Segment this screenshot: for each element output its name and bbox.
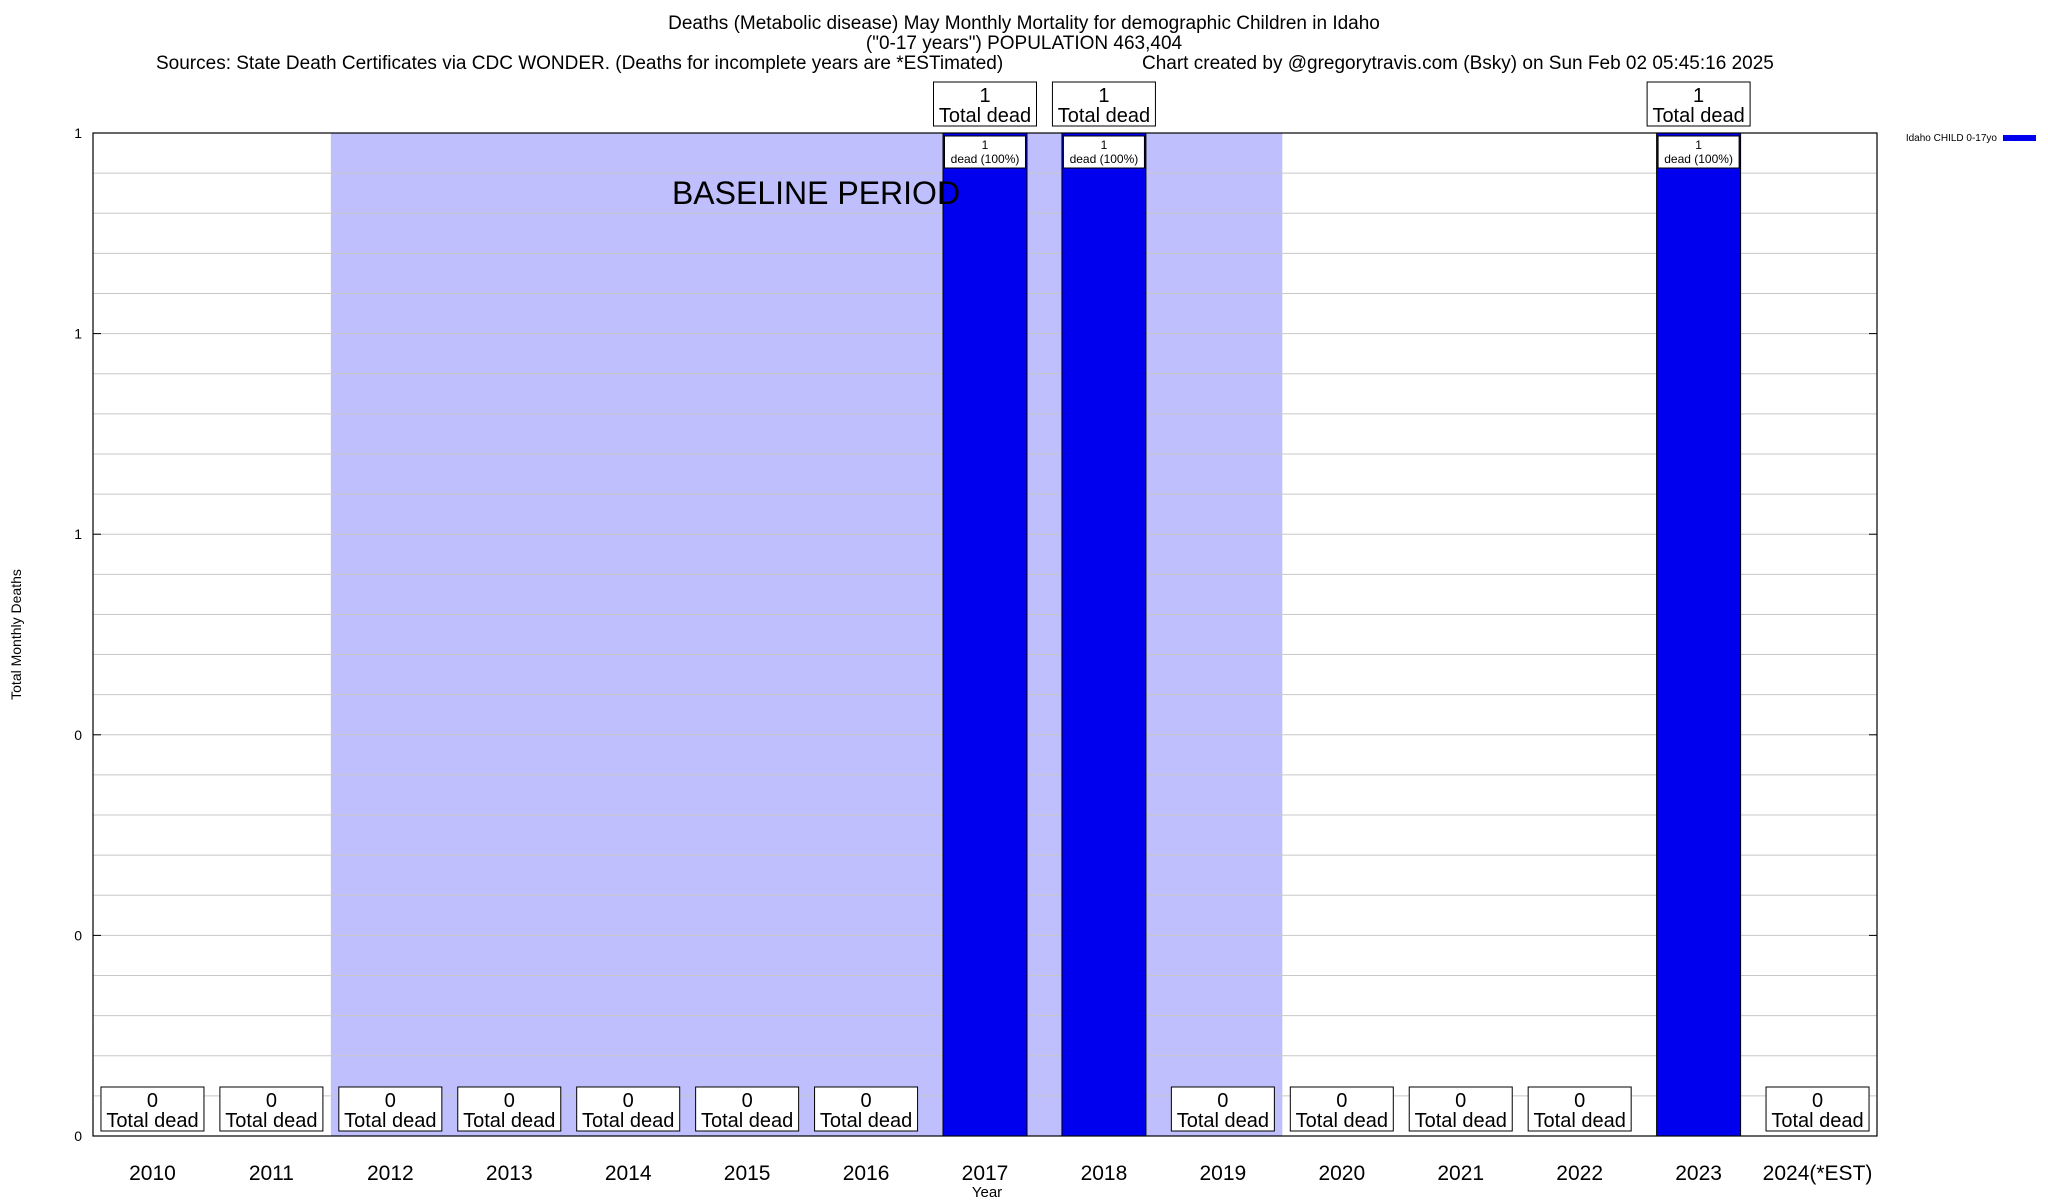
x-axis-label: Year xyxy=(972,1184,1002,1200)
bar-inner-label-2023: dead (100%) xyxy=(1664,152,1733,166)
bars-layer xyxy=(942,132,1742,1137)
chart-sources: Sources: State Death Certificates via CD… xyxy=(156,53,1004,74)
total-dead-value-2019: 0 xyxy=(1217,1090,1228,1112)
labels-layer: 0 0 0 1 1 1 Total Monthly Deaths Year BASELINE P… xyxy=(8,81,2036,1200)
x-tick-label-2015: 2015 xyxy=(724,1162,771,1185)
total-dead-value-2016: 0 xyxy=(861,1090,872,1112)
bar-inner-value-2023: 1 xyxy=(1695,138,1702,152)
y-tick-label: 0 xyxy=(74,727,82,743)
total-dead-value-2023: 1 xyxy=(1693,85,1704,107)
bar-inner-box-2023 xyxy=(1657,135,1740,169)
x-tick-label-2019: 2019 xyxy=(1200,1162,1247,1185)
total-dead-box-2016 xyxy=(814,1086,919,1132)
bar-inner-label-2017: dead (100%) xyxy=(951,152,1020,166)
x-tick-label-2011: 2011 xyxy=(249,1162,294,1185)
x-tick-label-2017: 2017 xyxy=(962,1162,1009,1185)
total-dead-box-2024(*EST) xyxy=(1765,1086,1870,1132)
total-dead-box-2010 xyxy=(100,1086,205,1132)
total-dead-box-2015 xyxy=(695,1086,800,1132)
plot-frame-layer xyxy=(92,132,1878,1137)
total-dead-label-2010: Total dead xyxy=(106,1110,198,1132)
y-tick-label: 1 xyxy=(74,326,82,342)
y-tick-label: 0 xyxy=(74,1128,82,1144)
x-tick-label-2016: 2016 xyxy=(843,1162,890,1185)
total-dead-label-2013: Total dead xyxy=(463,1110,555,1132)
bar-2023 xyxy=(1656,132,1742,1137)
x-tick-label-2010: 2010 xyxy=(129,1162,176,1185)
y-tick-label: 0 xyxy=(74,927,82,943)
total-dead-label-2017: Total dead xyxy=(939,105,1031,127)
total-dead-value-2014: 0 xyxy=(623,1090,634,1112)
x-tick-label-2023: 2023 xyxy=(1675,1162,1722,1185)
total-dead-value-2020: 0 xyxy=(1336,1090,1347,1112)
total-dead-label-2019: Total dead xyxy=(1177,1110,1269,1132)
x-tick-label-2013: 2013 xyxy=(486,1162,533,1185)
x-tick-label-2012: 2012 xyxy=(367,1162,414,1185)
bar-inner-value-2017: 1 xyxy=(982,138,989,152)
total-dead-label-2011: Total dead xyxy=(225,1110,317,1132)
legend-label: Idaho CHILD 0-17yo xyxy=(1906,133,1998,144)
chart-subtitle: ("0-17 years") POPULATION 463,404 xyxy=(865,33,1183,54)
total-dead-box-2014 xyxy=(576,1086,681,1132)
total-dead-label-2022: Total dead xyxy=(1534,1110,1626,1132)
plot-frame xyxy=(92,132,1878,1137)
total-dead-label-2024(*EST): Total dead xyxy=(1771,1110,1863,1132)
total-dead-box-2012 xyxy=(338,1086,443,1132)
total-dead-box-2018 xyxy=(1051,81,1156,127)
x-tick-label-2021: 2021 xyxy=(1437,1162,1484,1185)
total-dead-label-2018: Total dead xyxy=(1058,105,1150,127)
total-dead-box-2017 xyxy=(933,81,1037,127)
y-axis-label: Total Monthly Deaths xyxy=(8,569,24,700)
bar-2017 xyxy=(942,132,1028,1137)
total-dead-box-2022 xyxy=(1527,1086,1632,1132)
legend-swatch xyxy=(2003,135,2036,141)
chart-credit: Chart created by @gregorytravis.com (Bsk… xyxy=(1142,53,1774,74)
x-tick-label-2024(*EST): 2024(*EST) xyxy=(1763,1162,1873,1185)
bar-2018 xyxy=(1061,132,1147,1137)
total-dead-label-2021: Total dead xyxy=(1415,1110,1507,1132)
x-tick-label-2014: 2014 xyxy=(605,1162,652,1185)
x-tick-label-2022: 2022 xyxy=(1556,1162,1603,1185)
total-dead-value-2024(*EST): 0 xyxy=(1812,1090,1823,1112)
bar-inner-box-2017 xyxy=(944,135,1026,169)
total-dead-box-2023 xyxy=(1646,81,1751,127)
bar-inner-label-2018: dead (100%) xyxy=(1070,152,1139,166)
total-dead-label-2014: Total dead xyxy=(582,1110,674,1132)
bar-inner-value-2018: 1 xyxy=(1101,138,1108,152)
total-dead-box-2013 xyxy=(457,1086,562,1132)
total-dead-value-2010: 0 xyxy=(147,1090,158,1112)
x-tick-label-2020: 2020 xyxy=(1318,1162,1365,1185)
total-dead-value-2012: 0 xyxy=(385,1090,396,1112)
baseline-period-label: BASELINE PERIOD xyxy=(672,175,960,211)
total-dead-label-2016: Total dead xyxy=(820,1110,912,1132)
chart-title: Deaths (Metabolic disease) May Monthly M… xyxy=(668,13,1380,34)
y-tick-label: 1 xyxy=(74,526,82,542)
total-dead-label-2012: Total dead xyxy=(344,1110,436,1132)
total-dead-value-2015: 0 xyxy=(742,1090,753,1112)
total-dead-box-2011 xyxy=(219,1086,324,1132)
total-dead-box-2020 xyxy=(1289,1086,1394,1132)
total-dead-label-2023: Total dead xyxy=(1652,105,1744,127)
total-dead-label-2020: Total dead xyxy=(1296,1110,1388,1132)
total-dead-value-2017: 1 xyxy=(979,85,990,107)
total-dead-value-2011: 0 xyxy=(266,1090,277,1112)
y-tick-label: 1 xyxy=(74,125,82,141)
bar-inner-box-2018 xyxy=(1062,135,1145,169)
total-dead-value-2018: 1 xyxy=(1098,85,1109,107)
total-dead-value-2022: 0 xyxy=(1574,1090,1585,1112)
total-dead-label-2015: Total dead xyxy=(701,1110,793,1132)
x-tick-label-2018: 2018 xyxy=(1081,1162,1128,1185)
total-dead-box-2019 xyxy=(1170,1086,1275,1132)
total-dead-value-2013: 0 xyxy=(504,1090,515,1112)
total-dead-value-2021: 0 xyxy=(1455,1090,1466,1112)
total-dead-box-2021 xyxy=(1408,1086,1513,1132)
